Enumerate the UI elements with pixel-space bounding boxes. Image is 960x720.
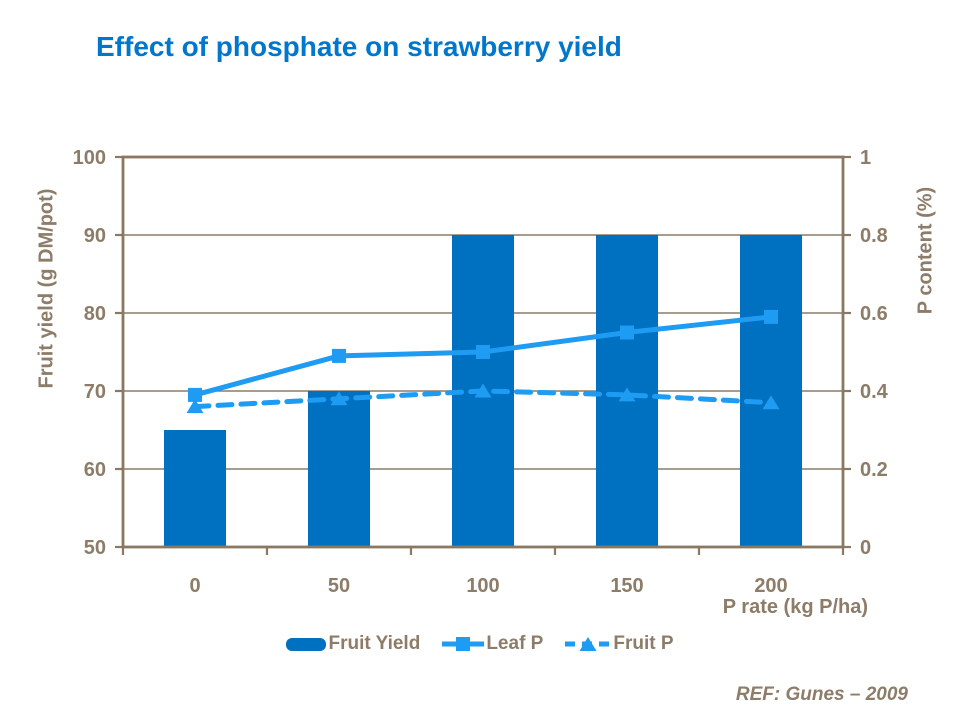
legend-item-leaf-p: Leaf P — [442, 633, 543, 655]
y-right-tick-label: 0 — [860, 537, 871, 559]
marker-square-leaf-p — [332, 348, 346, 363]
y-right-tick-label: 0.6 — [860, 303, 888, 325]
marker-square-leaf-p — [620, 325, 634, 340]
y-left-tick-label: 70 — [84, 381, 106, 403]
left-axis-title: Fruit yield (g DM/pot) — [35, 188, 58, 389]
x-category-label: 200 — [754, 575, 787, 597]
y-left-tick-label: 50 — [84, 537, 106, 559]
x-category-label: 50 — [328, 575, 350, 597]
leaf-p-line-icon — [442, 637, 485, 651]
fruit-yield-swatch-icon — [286, 638, 327, 651]
bar-50 — [308, 391, 370, 547]
marker-square-leaf-p — [476, 345, 490, 359]
marker-triangle-fruit-p — [618, 387, 636, 402]
plot-frame — [121, 155, 845, 549]
legend-label-fruit-p: Fruit P — [613, 633, 674, 654]
bar-0 — [164, 430, 226, 547]
right-axis-title: P content (%) — [914, 186, 937, 315]
y-right-tick-label: 1 — [860, 147, 871, 169]
chart-legend: Fruit Yield Leaf P Fruit P — [0, 633, 960, 655]
legend-label-fruit-yield: Fruit Yield — [328, 633, 421, 654]
reference-text: REF: Gunes – 2009 — [735, 684, 908, 705]
marker-square-leaf-p — [764, 309, 778, 324]
legend-item-fruit-p: Fruit P — [565, 633, 674, 655]
marker-triangle-fruit-p — [474, 383, 492, 398]
legend-item-fruit-yield: Fruit Yield — [286, 633, 420, 655]
fruit-p-line-icon — [565, 637, 612, 651]
marker-triangle-fruit-p — [330, 391, 348, 406]
marker-triangle-fruit-p — [186, 399, 204, 414]
y-right-tick-label: 0.4 — [860, 381, 889, 403]
y-left-tick-label: 90 — [84, 225, 106, 247]
y-right-tick-label: 0.8 — [860, 225, 888, 247]
x-category-label: 0 — [189, 575, 200, 597]
marker-square-leaf-p — [188, 387, 202, 402]
y-left-tick-label: 100 — [73, 147, 106, 169]
x-category-label: 150 — [610, 575, 643, 597]
y-left-tick-label: 60 — [84, 459, 106, 481]
x-category-label: 100 — [466, 575, 499, 597]
bar-200 — [740, 235, 802, 547]
x-axis-title: P rate (kg P/ha) — [722, 596, 868, 618]
marker-triangle-fruit-p — [762, 395, 780, 410]
chart-title: Effect of phosphate on strawberry yield — [96, 31, 622, 62]
legend-label-leaf-p: Leaf P — [486, 633, 544, 654]
y-left-tick-label: 80 — [84, 303, 106, 325]
y-right-tick-label: 0.2 — [860, 459, 888, 481]
